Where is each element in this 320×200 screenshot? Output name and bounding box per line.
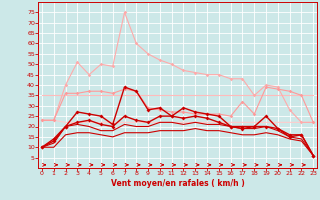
X-axis label: Vent moyen/en rafales ( km/h ): Vent moyen/en rafales ( km/h ) (111, 179, 244, 188)
